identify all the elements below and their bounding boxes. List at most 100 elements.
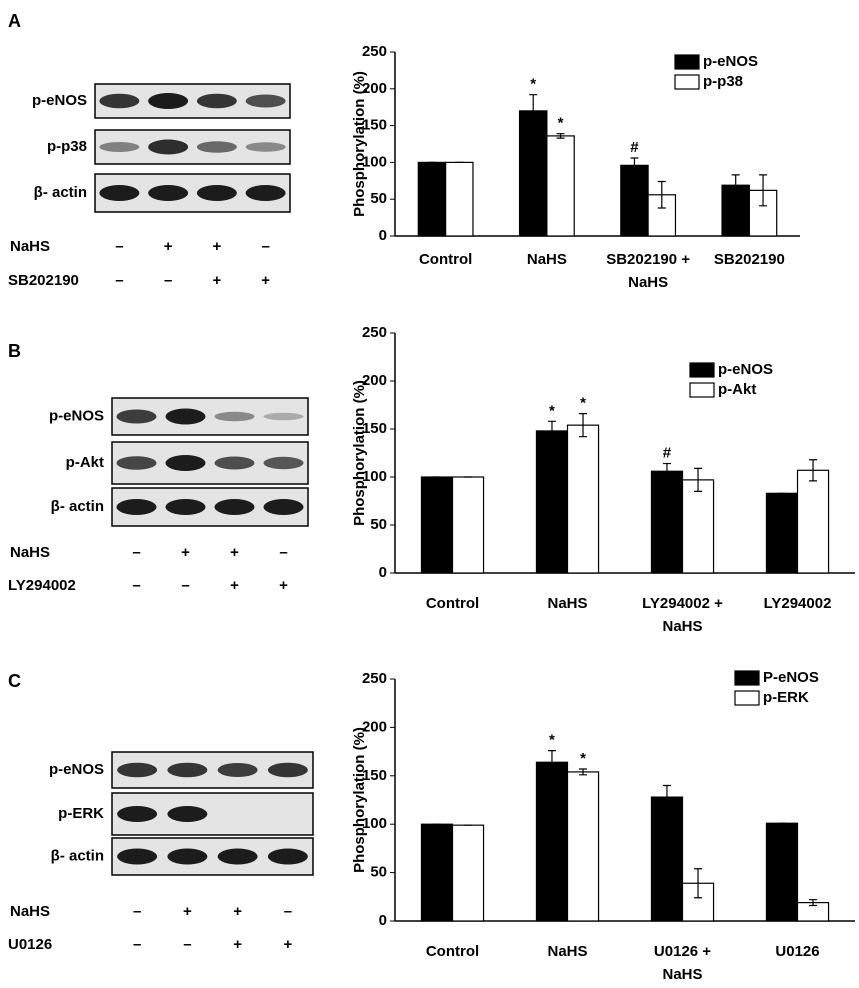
error-bar — [662, 784, 671, 810]
treatment-name: LY294002 — [8, 577, 76, 594]
blot-band — [148, 93, 189, 109]
legend-swatch — [689, 382, 715, 398]
y-tick-label: 250 — [362, 670, 387, 687]
bar — [620, 164, 649, 237]
treatment-sign: – — [132, 544, 140, 561]
blot-band — [263, 499, 304, 515]
treatment-sign: + — [181, 544, 190, 561]
treatment-sign: + — [279, 577, 288, 594]
error-bar — [694, 868, 703, 899]
blot-band — [214, 499, 255, 515]
error-bar — [630, 157, 639, 174]
error-bar — [759, 174, 768, 207]
treatment-sign: + — [283, 936, 292, 953]
bar — [535, 430, 569, 574]
x-tick-label: Control — [426, 943, 479, 960]
error-bar — [579, 413, 588, 438]
blot-band — [99, 93, 140, 109]
treatment-sign: + — [164, 238, 173, 255]
x-tick-label: U0126 — [775, 943, 819, 960]
treatment-sign: + — [261, 272, 270, 289]
x-tick-label: NaHS — [662, 618, 702, 635]
y-tick-label: 50 — [370, 516, 387, 533]
treatment-sign: + — [212, 272, 221, 289]
blot-band — [167, 848, 208, 865]
blot-band — [245, 142, 286, 152]
treatment-name: SB202190 — [8, 272, 79, 289]
treatment-sign: + — [233, 936, 242, 953]
blot-band — [214, 456, 255, 470]
error-bar — [662, 462, 671, 480]
blot-band — [117, 762, 158, 778]
treatment-sign: – — [284, 903, 292, 920]
blot-band — [196, 141, 237, 153]
y-tick-label: 100 — [362, 153, 387, 170]
y-tick-label: 200 — [362, 372, 387, 389]
blot-label: β- actin — [51, 847, 104, 864]
blot-band — [165, 455, 206, 471]
blot-band — [196, 93, 237, 109]
error-bar — [529, 94, 538, 128]
error-bar — [657, 180, 666, 209]
blot-band — [267, 848, 308, 865]
blot-label: p-p38 — [47, 138, 87, 155]
treatment-sign: – — [132, 577, 140, 594]
blot-band — [245, 94, 286, 108]
legend-swatch — [674, 54, 700, 70]
blot-band — [167, 762, 208, 778]
blot-band — [245, 185, 286, 201]
legend-label: p-Akt — [718, 381, 756, 398]
y-tick-label: 150 — [362, 767, 387, 784]
blot-band — [148, 185, 189, 201]
x-tick-label: NaHS — [527, 251, 567, 268]
legend-label: p-eNOS — [718, 361, 773, 378]
y-tick-label: 0 — [379, 227, 387, 244]
treatment-sign: + — [230, 577, 239, 594]
blot-box — [111, 397, 309, 436]
legend-label: p-eNOS — [703, 53, 758, 70]
treatment-sign: + — [230, 544, 239, 561]
blot-band — [116, 409, 157, 424]
y-tick-label: 250 — [362, 324, 387, 341]
significance-mark: * — [580, 395, 586, 412]
bar — [445, 161, 474, 237]
treatment-sign: – — [261, 238, 269, 255]
blot-band — [214, 411, 255, 422]
treatment-sign: – — [279, 544, 287, 561]
y-tick-label: 250 — [362, 43, 387, 60]
treatment-name: NaHS — [10, 544, 50, 561]
blot-band — [263, 412, 304, 421]
significance-mark: # — [630, 139, 639, 156]
bar — [765, 492, 799, 574]
bar — [451, 824, 485, 922]
y-tick-label: 50 — [370, 190, 387, 207]
treatment-name: NaHS — [10, 238, 50, 255]
x-tick-label: Control — [419, 251, 472, 268]
treatment-name: U0126 — [8, 936, 52, 953]
bar — [650, 796, 684, 922]
significance-mark: * — [549, 402, 555, 419]
blot-band — [117, 806, 158, 822]
blot-label: β- actin — [34, 184, 87, 201]
significance-mark: * — [580, 750, 586, 767]
legend-label: P-eNOS — [763, 669, 819, 686]
bar — [535, 761, 569, 922]
blot-band — [117, 848, 158, 865]
blot-band — [165, 499, 206, 515]
legend-label: p-ERK — [763, 689, 809, 706]
y-tick-label: 100 — [362, 468, 387, 485]
y-axis-title: Phosphorylation (%) — [351, 71, 368, 217]
bar — [566, 424, 600, 574]
blot-band — [116, 499, 157, 515]
treatment-sign: + — [183, 903, 192, 920]
blot-band — [196, 185, 237, 201]
y-tick-label: 100 — [362, 815, 387, 832]
blot-band — [116, 456, 157, 470]
blot-band — [263, 456, 304, 470]
blot-band — [217, 763, 258, 777]
y-axis-title: Phosphorylation (%) — [351, 380, 368, 526]
significance-mark: * — [558, 115, 564, 132]
treatment-sign: + — [212, 238, 221, 255]
bar — [451, 476, 485, 574]
